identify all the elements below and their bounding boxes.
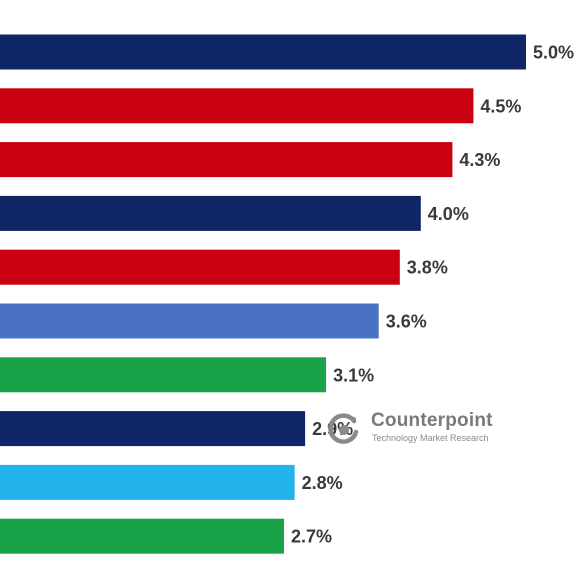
- bar-10-value-label: 2.7%: [291, 527, 332, 547]
- bar-7: [0, 357, 327, 393]
- bar-2: [0, 88, 474, 124]
- bar-1: [0, 34, 526, 70]
- bar-1-value-label: 5.0%: [533, 43, 574, 63]
- brand-name: Counterpoint: [371, 410, 493, 431]
- bar-5-value-label: 3.8%: [407, 258, 448, 278]
- bar-6-value-label: 3.6%: [386, 312, 427, 332]
- counterpoint-watermark: Counterpoint Technology Market Research: [327, 410, 537, 446]
- bar-4-value-label: 4.0%: [428, 204, 469, 224]
- bar-10: [0, 518, 284, 554]
- bar-4: [0, 195, 421, 231]
- bar-6: [0, 303, 379, 339]
- bar-3: [0, 142, 453, 178]
- bar-7-value-label: 3.1%: [333, 365, 374, 385]
- bar-5: [0, 249, 400, 285]
- bar-8: [0, 411, 306, 447]
- bar-3-value-label: 4.3%: [459, 150, 500, 170]
- counterpoint-logo-icon: [328, 413, 359, 444]
- bar-9-value-label: 2.8%: [302, 473, 343, 493]
- bar-9: [0, 464, 295, 500]
- brand-tagline: Technology Market Research: [372, 433, 489, 443]
- bar-2-value-label: 4.5%: [480, 96, 521, 116]
